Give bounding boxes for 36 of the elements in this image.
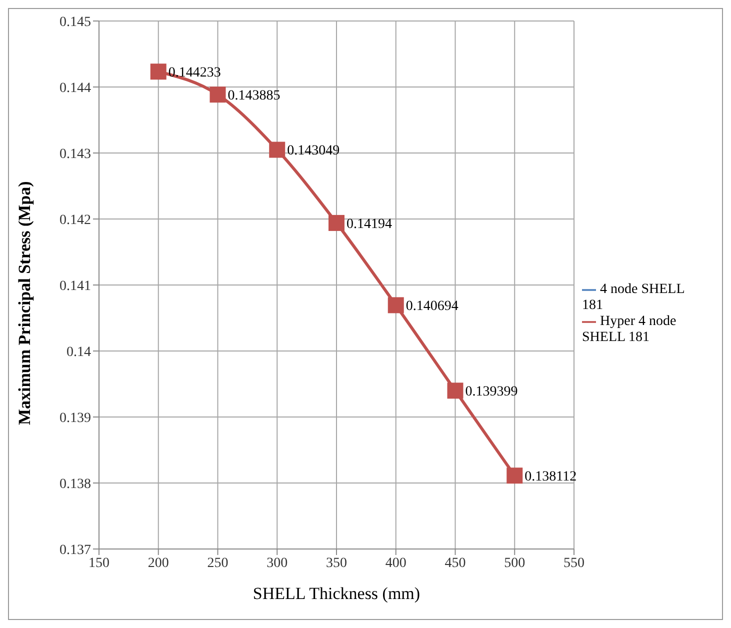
y-tick-label: 0.14 [66, 344, 91, 360]
data-label: 0.140694 [406, 299, 458, 314]
x-tick-label: 450 [444, 556, 466, 571]
y-tick-label: 0.143 [60, 146, 91, 162]
point [210, 86, 226, 103]
y-tick-label: 0.139 [60, 410, 91, 426]
data-label: 0.143049 [287, 144, 340, 159]
y-tick-label: 0.138 [60, 476, 91, 492]
y-tick-label: 0.144 [60, 80, 91, 96]
data-label: 0.143885 [228, 88, 280, 104]
x-tick-label: 150 [88, 556, 110, 571]
x-tick-label: 200 [148, 556, 169, 571]
x-axis-title: SHELL Thickness (mm) [252, 584, 420, 603]
data-label: 0.138112 [524, 470, 577, 485]
point [388, 297, 404, 314]
point [328, 214, 344, 231]
data-label: 0.139399 [465, 384, 518, 400]
point [447, 382, 464, 399]
legend-label: Hyper 4 node SHELL 181 [582, 314, 676, 345]
x-tick-label: 300 [266, 556, 288, 571]
x-tick-label: 500 [504, 556, 526, 571]
point [506, 468, 523, 484]
point [269, 142, 286, 158]
data-label: 0.14194 [346, 216, 392, 232]
x-tick-label: 400 [385, 556, 406, 571]
y-tick-label: 0.142 [60, 212, 91, 228]
x-tick-label: 250 [207, 556, 228, 571]
y-tick-label: 0.145 [60, 14, 91, 30]
legend-label: 4 node SHELL 181 [582, 282, 684, 313]
x-tick-label: 550 [564, 556, 584, 571]
x-tick-label: 350 [326, 556, 347, 571]
y-axis-title: Maximum Principal Stress (Mpa) [15, 181, 34, 425]
data-label: 0.144233 [168, 66, 221, 81]
y-tick-label: 0.137 [60, 542, 91, 558]
y-tick-label: 0.141 [60, 278, 91, 294]
point [150, 64, 166, 80]
